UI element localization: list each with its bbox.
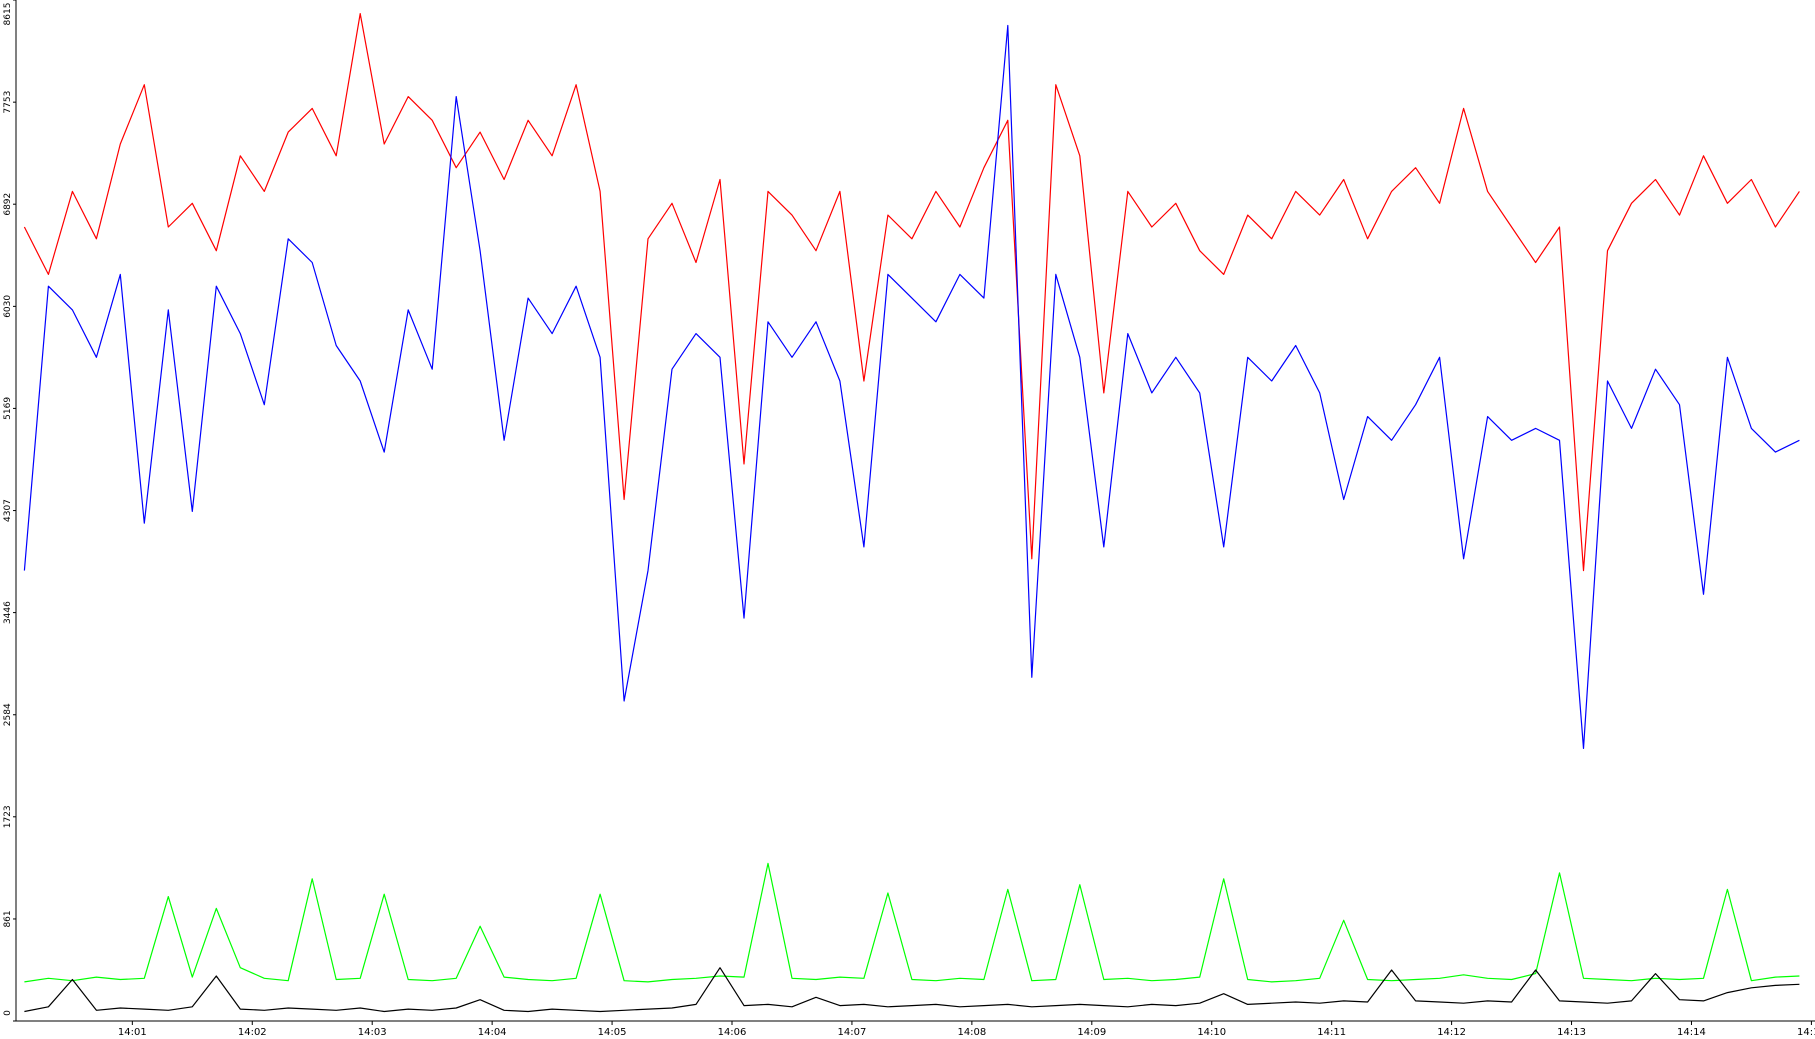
- y-tick-label: 861: [3, 910, 13, 927]
- series-line: [24, 967, 1800, 1013]
- x-tick-label: 14:11: [1317, 1027, 1346, 1038]
- x-tick-label: 14:09: [1077, 1027, 1106, 1038]
- y-tick-label: 2584: [3, 703, 13, 726]
- series-line: [24, 862, 1800, 983]
- x-tick-label: 14:01: [118, 1027, 147, 1038]
- y-tick-label: 8615: [3, 3, 13, 26]
- x-tick-label: 14:13: [1557, 1027, 1586, 1038]
- x-tick-label: 14:07: [838, 1027, 867, 1038]
- x-tick-label: 14:02: [238, 1027, 267, 1038]
- y-tick-label: 3446: [3, 601, 13, 624]
- x-tick-label: 14:10: [1197, 1027, 1226, 1038]
- y-tick-label: 7753: [3, 91, 13, 114]
- x-tick-label: 14:14: [1677, 1027, 1706, 1038]
- x-tick-label: 14:03: [358, 1027, 387, 1038]
- x-tick-label: 14:12: [1437, 1027, 1466, 1038]
- x-tick-label: 14:15: [1797, 1027, 1815, 1038]
- x-tick-label: 14:04: [478, 1027, 507, 1038]
- y-tick-label: 6030: [3, 295, 13, 318]
- y-tick-label: 0: [3, 1010, 13, 1016]
- y-tick-label: 4307: [3, 499, 13, 522]
- series-line: [23, 24, 1800, 749]
- x-tick-label: 14:08: [957, 1027, 986, 1038]
- x-tick-label: 14:06: [718, 1027, 747, 1038]
- y-tick-label: 5169: [3, 397, 13, 420]
- series-line: [23, 13, 1800, 572]
- y-tick-label: 1723: [3, 805, 13, 828]
- y-tick-label: 6892: [3, 193, 13, 216]
- x-tick-label: 14:05: [598, 1027, 627, 1038]
